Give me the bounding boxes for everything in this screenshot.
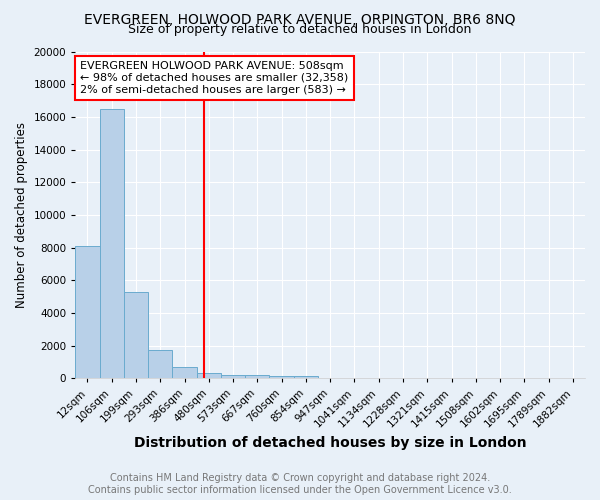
Bar [172, 367, 197, 378]
Bar [269, 376, 294, 378]
Bar [221, 374, 245, 378]
Y-axis label: Number of detached properties: Number of detached properties [15, 122, 28, 308]
Bar [124, 292, 148, 378]
Bar [100, 108, 124, 378]
Bar [76, 246, 100, 378]
Text: EVERGREEN, HOLWOOD PARK AVENUE, ORPINGTON, BR6 8NQ: EVERGREEN, HOLWOOD PARK AVENUE, ORPINGTO… [84, 12, 516, 26]
Bar [197, 373, 221, 378]
X-axis label: Distribution of detached houses by size in London: Distribution of detached houses by size … [134, 436, 526, 450]
Bar [294, 376, 318, 378]
Bar [245, 376, 269, 378]
Bar [148, 350, 172, 378]
Text: Size of property relative to detached houses in London: Size of property relative to detached ho… [128, 22, 472, 36]
Text: Contains HM Land Registry data © Crown copyright and database right 2024.
Contai: Contains HM Land Registry data © Crown c… [88, 474, 512, 495]
Text: EVERGREEN HOLWOOD PARK AVENUE: 508sqm
← 98% of detached houses are smaller (32,3: EVERGREEN HOLWOOD PARK AVENUE: 508sqm ← … [80, 62, 349, 94]
